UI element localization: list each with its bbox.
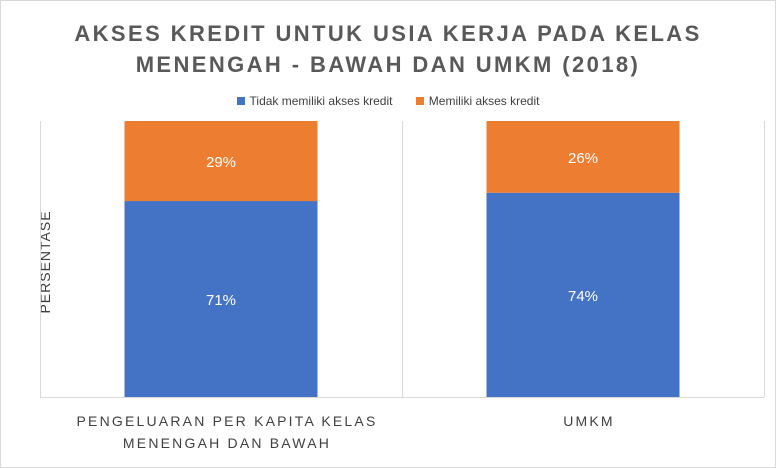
data-label: 29% — [206, 154, 236, 171]
bar-segment-no-credit — [124, 201, 318, 397]
data-label: 26% — [568, 150, 598, 167]
category-label-line: MENENGAH DAN BAWAH — [122, 435, 332, 451]
chart-title-line-2: MENENGAH - BAWAH DAN UMKM (2018) — [135, 52, 641, 77]
data-label: 74% — [568, 288, 598, 305]
category-label-kelas-menengah: PENGELUARAN PER KAPITA KELAS MENENGAH DA… — [40, 410, 414, 454]
legend-swatch-credit — [415, 97, 424, 105]
legend-swatch-no-credit — [236, 97, 245, 105]
legend-label-credit: Memiliki akses kredit — [428, 94, 540, 108]
data-label: 71% — [206, 292, 236, 309]
legend-entry-credit: Memiliki akses kredit — [415, 94, 540, 108]
chart-title-line-1: AKSES KREDIT UNTUK USIA KERJA PADA KELAS — [74, 21, 702, 46]
bar-segment-credit — [124, 121, 318, 202]
legend-label-no-credit: Tidak memiliki akses kredit — [249, 94, 393, 108]
legend: Tidak memiliki akses kredit Memiliki aks… — [0, 94, 776, 108]
bar-segment-no-credit — [486, 192, 680, 397]
chart-title: AKSES KREDIT UNTUK USIA KERJA PADA KELAS… — [0, 18, 776, 80]
category-label-umkm: UMKM — [402, 410, 776, 432]
category-label-line: UMKM — [563, 413, 615, 429]
category-label-line: PENGELUARAN PER KAPITA KELAS — [76, 413, 378, 429]
bar-segment-credit — [486, 121, 680, 193]
legend-entry-no-credit: Tidak memiliki akses kredit — [236, 94, 393, 108]
